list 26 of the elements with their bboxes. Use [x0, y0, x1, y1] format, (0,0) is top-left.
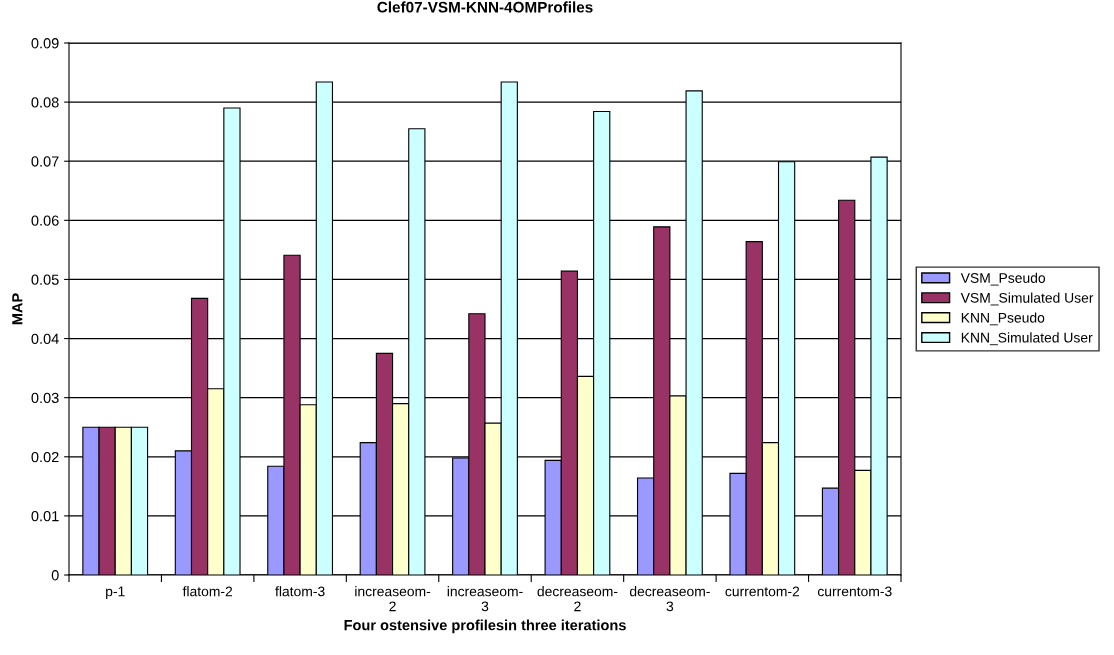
chart-title: Clef07-VSM-KNN-4OMProfiles [377, 1, 593, 13]
legend-label: VSM_Simulated User [960, 292, 1094, 306]
legend-label: VSM_Pseudo [960, 272, 1046, 286]
y-axis-title: MAP [12, 293, 23, 325]
x-tick-label: currentom-2 [725, 586, 800, 597]
y-tick-label: 0.03 [31, 392, 59, 404]
y-tick-label: 0.09 [31, 38, 59, 49]
y-tick-label: 0.06 [31, 215, 59, 226]
x-tick-label: flatom-2 [182, 586, 233, 597]
x-tick-label: decreaseom- 3 [629, 586, 710, 612]
y-tick-label: 0.08 [31, 97, 59, 108]
legend-label: KNN_Simulated User [961, 332, 1093, 346]
x-tick-label: increaseom- 2 [355, 586, 431, 612]
x-tick-label: increaseom- 3 [447, 586, 523, 612]
y-tick-label: 0.02 [31, 451, 59, 463]
y-tick-label: 0 [51, 570, 59, 581]
y-tick-label: 0.07 [31, 156, 59, 167]
x-tick-label: decreaseom- 2 [537, 586, 618, 612]
x-tick-label: p-1 [106, 586, 125, 600]
x-tick-label: currentom-3 [817, 586, 892, 597]
x-tick-label: flatom-3 [275, 586, 325, 597]
y-tick-label: 0.01 [31, 510, 59, 522]
legend-label: KNN_Pseudo [961, 312, 1045, 326]
y-tick-label: 0.05 [31, 274, 59, 285]
x-axis-title: Four ostensive profilesin three iterations [344, 619, 626, 634]
y-tick-label: 0.04 [31, 333, 59, 344]
